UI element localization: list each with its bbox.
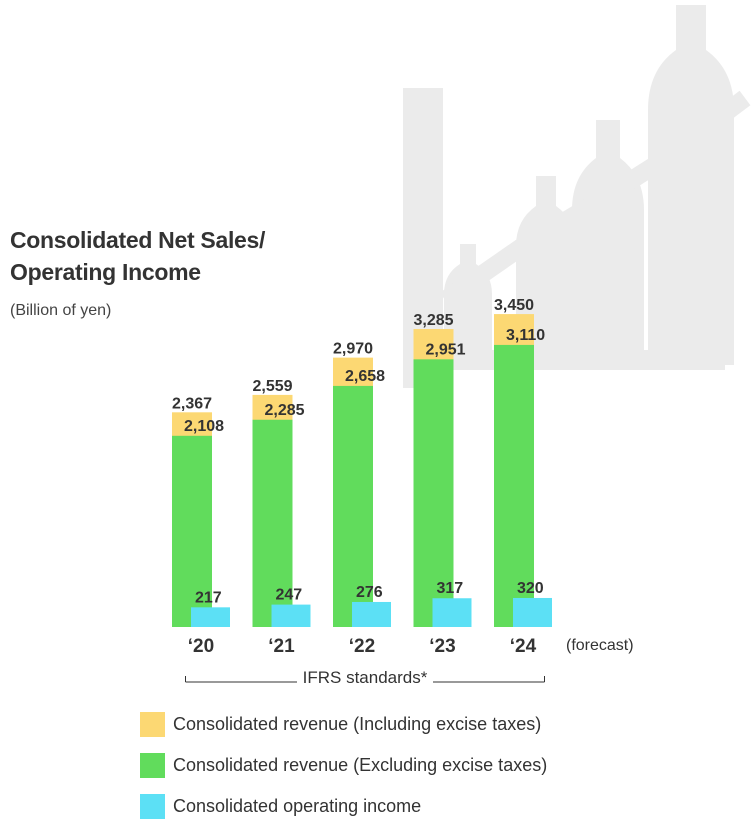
data-label-excl-excise: 2,285 <box>265 402 305 419</box>
unit-label: (Billion of yen) <box>10 302 112 319</box>
x-tick-label: ‘23 <box>429 636 455 657</box>
legend-item-excl-excise: Consolidated revenue (Excluding excise t… <box>140 745 547 786</box>
data-label-excl-excise: 2,108 <box>184 418 224 435</box>
data-label-incl-excise: 2,367 <box>172 395 212 412</box>
bar-operating-income <box>352 601 391 627</box>
chart-title-line2: Operating Income <box>10 259 201 285</box>
legend-swatch-incl-excise <box>140 712 165 737</box>
bar-chart: 2,367 2,108 217 ‘20 2,559 2,285 247 ‘21 2,970 2,6… <box>172 297 634 657</box>
bar-operating-income <box>513 597 552 627</box>
data-label-incl-excise: 2,559 <box>253 378 293 395</box>
bar-operating-income <box>191 607 230 627</box>
x-tick-label: ‘22 <box>349 636 375 657</box>
legend-swatch-excl-excise <box>140 753 165 778</box>
forecast-note: (forecast) <box>566 637 634 654</box>
x-tick-label: ‘21 <box>268 636 295 657</box>
bar-excl-excise <box>333 385 373 627</box>
x-tick-label: ‘24 <box>510 636 537 657</box>
bar-excl-excise <box>413 359 454 627</box>
ifrs-standards-label: IFRS standards* <box>0 668 730 688</box>
legend-swatch-operating-income <box>140 794 165 819</box>
data-label-operating-income: 247 <box>276 587 303 604</box>
data-label-incl-excise: 2,970 <box>333 341 373 358</box>
data-label-excl-excise: 2,951 <box>426 341 466 358</box>
data-label-excl-excise: 3,110 <box>506 327 545 344</box>
data-label-incl-excise: 3,450 <box>494 297 534 314</box>
bar-excl-excise <box>172 435 212 627</box>
data-label-operating-income: 320 <box>517 580 544 597</box>
legend-item-incl-excise: Consolidated revenue (Including excise t… <box>140 704 547 745</box>
chart-title-line1: Consolidated Net Sales/ <box>10 227 266 253</box>
legend-label-operating-income: Consolidated operating income <box>173 796 422 816</box>
data-label-operating-income: 217 <box>195 589 222 606</box>
bar-operating-income <box>432 598 472 627</box>
bar-operating-income <box>271 604 311 627</box>
data-label-operating-income: 276 <box>356 584 383 601</box>
data-label-excl-excise: 2,658 <box>345 368 385 385</box>
legend-item-operating-income: Consolidated operating income <box>140 786 547 827</box>
data-label-operating-income: 317 <box>437 580 464 597</box>
data-label-incl-excise: 3,285 <box>414 312 454 329</box>
bar-excl-excise <box>252 419 293 627</box>
bar-excl-excise <box>494 344 534 627</box>
x-tick-label: ‘20 <box>188 636 214 657</box>
legend: Consolidated revenue (Including excise t… <box>140 704 547 827</box>
legend-label-incl-excise: Consolidated revenue (Including excise t… <box>173 714 542 734</box>
bg-trend-line <box>439 90 751 308</box>
chart-title: Consolidated Net Sales/ Operating Income <box>10 224 265 288</box>
legend-label-excl-excise: Consolidated revenue (Excluding excise t… <box>173 755 548 775</box>
bg-bottle-large <box>648 5 734 365</box>
